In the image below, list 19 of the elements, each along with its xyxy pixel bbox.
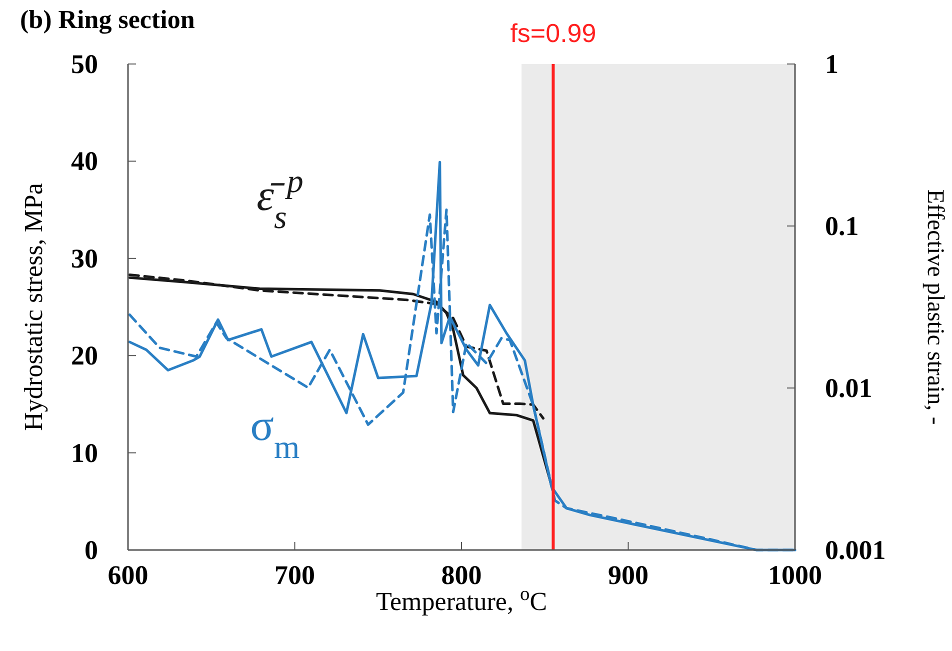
- y-tick-label: 40: [71, 146, 98, 176]
- y-tick-label: 20: [71, 340, 98, 371]
- x-tick-label: 700: [274, 560, 315, 590]
- y-axis-title: Hydrostatic stress, MPa: [19, 182, 48, 431]
- y-tick-label: 10: [71, 438, 98, 468]
- chart-title: (b) Ring section: [20, 5, 196, 34]
- y2-tick-label: 1: [825, 49, 838, 79]
- y2-tick-label: 0.1: [825, 211, 859, 241]
- y-tick-label: 30: [71, 243, 98, 274]
- annotation: σ$_{m}$: [250, 401, 300, 466]
- x-tick-label: 600: [108, 560, 148, 590]
- y-tick-label: 0: [84, 535, 98, 565]
- y2-axis-title: Effective plastic strain, -: [922, 189, 948, 425]
- y2-tick-label: 0.001: [825, 535, 886, 565]
- text: fs=0.99: [510, 18, 596, 48]
- y-tick-label: 50: [71, 49, 98, 79]
- y2-tick-label: 0.01: [825, 373, 872, 403]
- x-tick-label: 1000: [768, 560, 822, 590]
- x-tick-label: 900: [608, 560, 648, 590]
